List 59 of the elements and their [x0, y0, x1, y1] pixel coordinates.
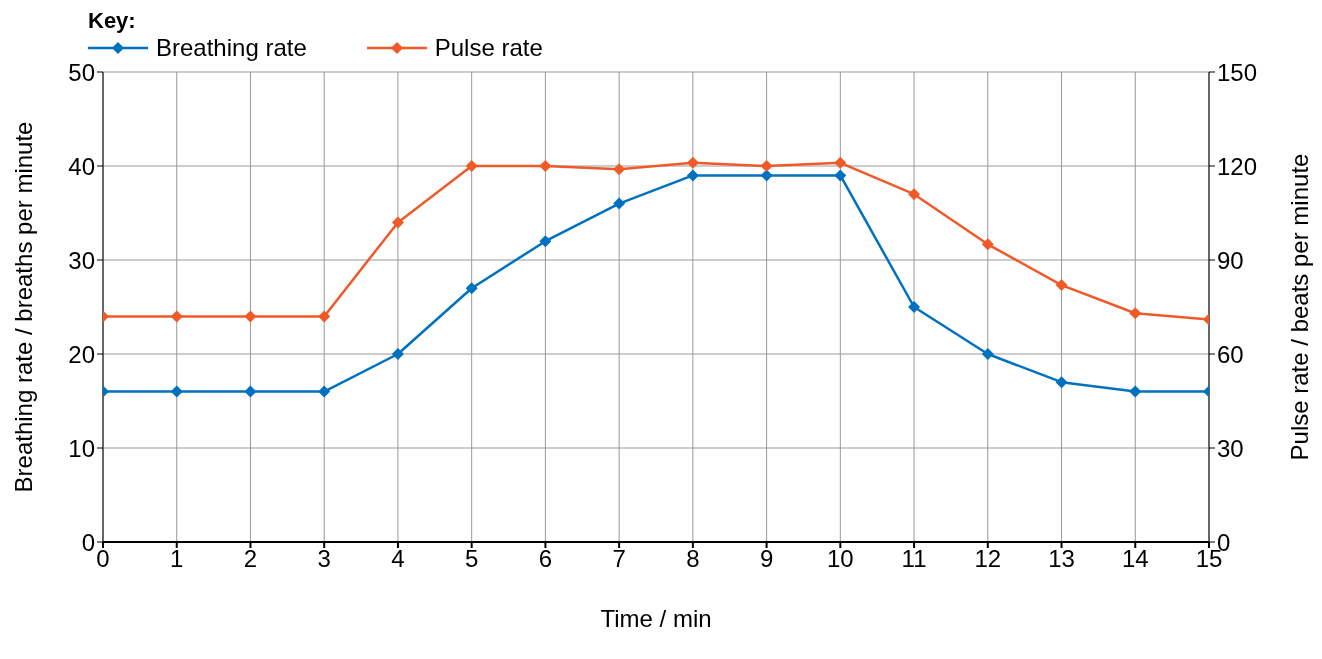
point	[686, 169, 699, 182]
point	[760, 169, 773, 182]
x-tick-label: 4	[391, 545, 405, 573]
legend-label: Breathing rate	[156, 34, 307, 62]
point	[613, 163, 626, 176]
x-tick-label: 9	[759, 545, 774, 573]
point	[465, 282, 478, 295]
legend-title: Key:	[88, 8, 137, 34]
x-axis-title: Time / min	[600, 605, 712, 632]
point	[834, 169, 847, 182]
point	[170, 310, 183, 323]
point	[1129, 307, 1142, 320]
point	[539, 160, 552, 172]
point	[908, 188, 921, 201]
y-tick-label: 0	[81, 528, 95, 556]
point	[834, 156, 847, 169]
point	[318, 310, 331, 323]
x-tick-label: 11	[901, 545, 927, 573]
point	[170, 385, 183, 398]
x-tick-label: 7	[612, 545, 626, 573]
y-tick-label: 20	[68, 340, 95, 368]
point	[908, 301, 921, 313]
y2-tick-label: 90	[1217, 246, 1244, 274]
y2-axis-title: Pulse rate / beats per minute	[1285, 153, 1313, 461]
x-tick-label: 13	[1048, 545, 1075, 573]
x-tick-label: 10	[826, 545, 854, 573]
y-tick-label: 10	[68, 434, 95, 462]
point	[244, 385, 257, 398]
x-tick-label: 14	[1121, 545, 1149, 573]
y2-tick-label: 150	[1217, 58, 1258, 86]
point	[244, 310, 257, 323]
point	[539, 235, 552, 248]
x-tick-label: 8	[686, 545, 700, 573]
y-tick-label: 50	[68, 58, 95, 86]
point	[1129, 385, 1142, 398]
point	[1055, 376, 1068, 389]
x-tick-label: 5	[464, 545, 479, 573]
point	[391, 216, 404, 229]
x-tick-label: 3	[317, 545, 331, 573]
point	[318, 385, 331, 398]
point	[981, 238, 994, 251]
x-tick-label: 1	[170, 545, 184, 573]
y2-tick-label: 120	[1217, 152, 1258, 180]
x-tick-label: 12	[974, 545, 1002, 573]
y-tick-label: 30	[68, 246, 95, 274]
point	[391, 348, 404, 360]
x-tick-label: 2	[243, 545, 258, 573]
point	[760, 160, 773, 172]
point	[981, 348, 994, 360]
legend-label: Pulse rate	[434, 34, 543, 62]
y2-tick-label: 30	[1217, 434, 1244, 462]
point	[613, 197, 626, 210]
point	[465, 160, 478, 172]
point	[1055, 279, 1068, 292]
y-tick-label: 40	[68, 152, 95, 180]
y2-tick-label: 60	[1217, 340, 1244, 368]
point	[686, 156, 699, 169]
x-tick-label: 6	[538, 545, 553, 573]
y-axis-title: Breathing rate / breaths per minute	[9, 121, 37, 493]
